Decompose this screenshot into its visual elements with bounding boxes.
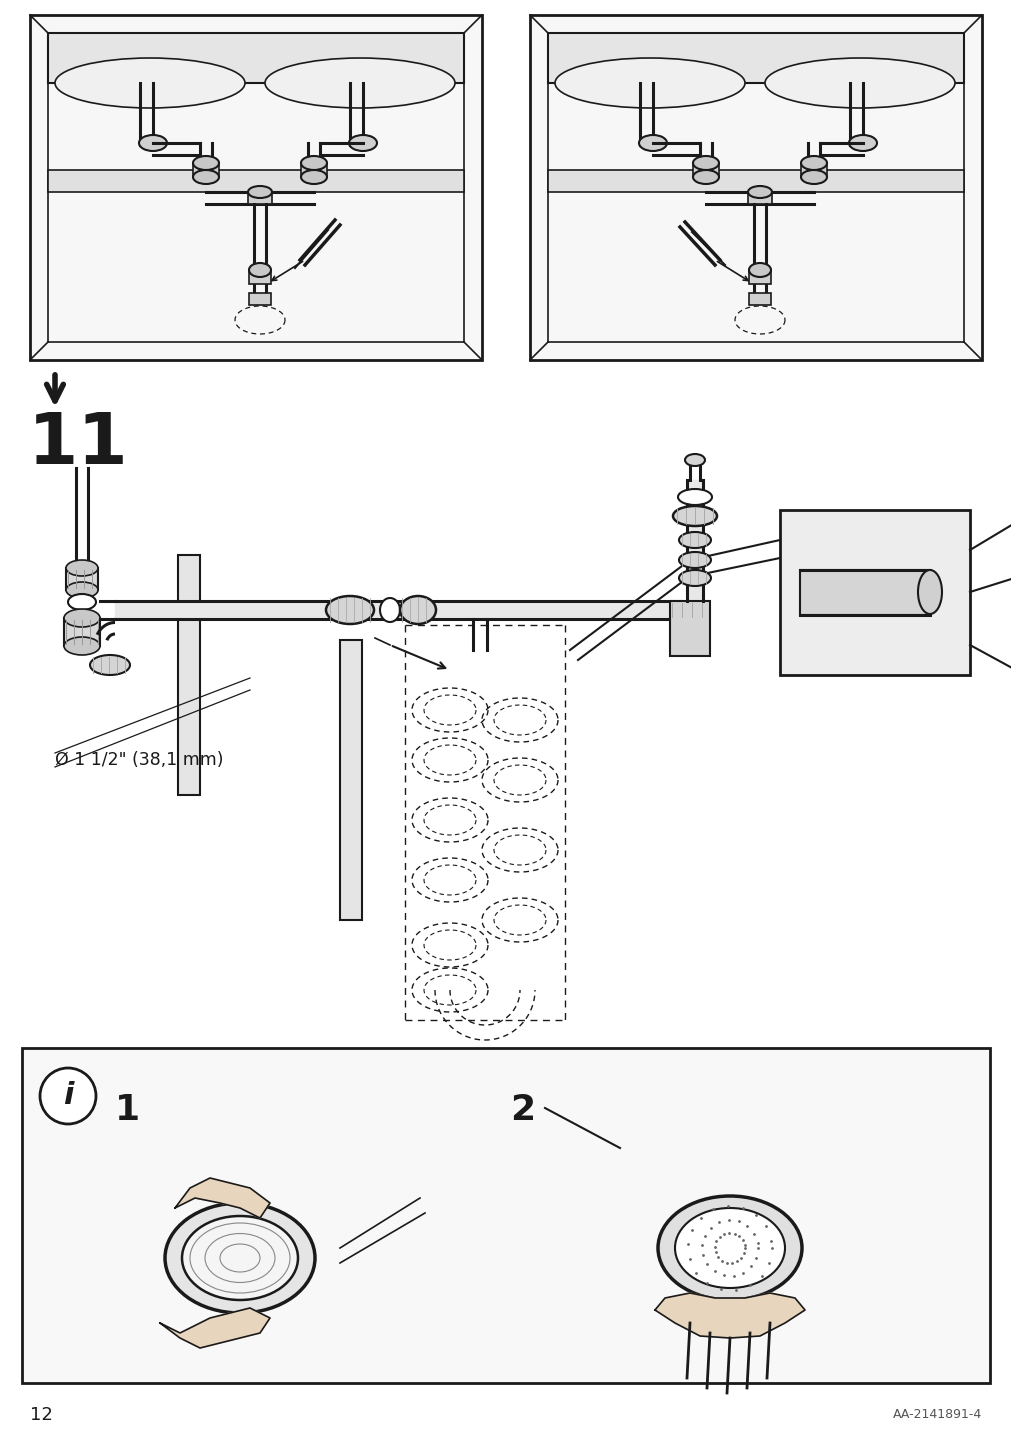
Ellipse shape [674, 1209, 785, 1287]
Bar [530, 14, 981, 359]
Ellipse shape [693, 170, 718, 183]
Bar [300, 163, 327, 178]
Bar [548, 33, 963, 83]
Ellipse shape [678, 570, 711, 586]
Bar [693, 163, 718, 178]
Bar [800, 570, 929, 614]
Ellipse shape [678, 533, 711, 548]
Ellipse shape [747, 186, 771, 198]
Bar [249, 294, 271, 305]
Ellipse shape [300, 156, 327, 170]
Ellipse shape [764, 59, 954, 107]
Polygon shape [160, 1307, 270, 1348]
Ellipse shape [55, 59, 245, 107]
Ellipse shape [379, 599, 399, 621]
Ellipse shape [677, 488, 712, 505]
Ellipse shape [66, 581, 98, 599]
Bar [669, 601, 710, 656]
Bar [22, 1048, 989, 1383]
Ellipse shape [848, 135, 877, 150]
Ellipse shape [684, 454, 705, 465]
Ellipse shape [917, 570, 941, 614]
Bar [248, 192, 272, 203]
Ellipse shape [657, 1196, 801, 1300]
Ellipse shape [672, 505, 716, 526]
Ellipse shape [193, 156, 218, 170]
Ellipse shape [64, 637, 100, 654]
Bar [193, 163, 218, 178]
Circle shape [40, 1068, 96, 1124]
Bar [747, 192, 771, 203]
Text: i: i [63, 1081, 73, 1110]
Bar [48, 170, 463, 192]
Ellipse shape [326, 596, 374, 624]
Bar [30, 14, 481, 359]
Ellipse shape [349, 135, 377, 150]
Bar [249, 271, 271, 284]
Ellipse shape [554, 59, 744, 107]
Bar [748, 271, 770, 284]
Ellipse shape [193, 170, 218, 183]
Bar [66, 569, 98, 590]
Bar [178, 556, 200, 795]
Bar [64, 619, 100, 646]
Text: 1: 1 [115, 1093, 140, 1127]
Ellipse shape [265, 59, 455, 107]
Polygon shape [175, 1179, 270, 1219]
Bar [340, 640, 362, 919]
Ellipse shape [66, 560, 98, 576]
Ellipse shape [90, 654, 129, 674]
Ellipse shape [801, 170, 826, 183]
Ellipse shape [693, 156, 718, 170]
Bar [779, 510, 969, 674]
Bar [48, 33, 463, 83]
Ellipse shape [182, 1216, 297, 1300]
Ellipse shape [300, 170, 327, 183]
Ellipse shape [801, 156, 826, 170]
Ellipse shape [678, 551, 711, 569]
Text: Ø 1 1/2" (38,1 mm): Ø 1 1/2" (38,1 mm) [55, 750, 223, 769]
Text: 2: 2 [510, 1093, 535, 1127]
Text: 12: 12 [30, 1406, 53, 1423]
Bar [748, 294, 770, 305]
Ellipse shape [748, 263, 770, 276]
Bar [801, 163, 826, 178]
Text: AA-2141891-4: AA-2141891-4 [892, 1409, 981, 1422]
Ellipse shape [68, 594, 96, 610]
Ellipse shape [248, 186, 272, 198]
Polygon shape [654, 1293, 804, 1337]
Ellipse shape [638, 135, 666, 150]
Ellipse shape [249, 263, 271, 276]
Bar [548, 170, 963, 192]
Ellipse shape [165, 1203, 314, 1313]
Ellipse shape [139, 135, 167, 150]
Ellipse shape [399, 596, 436, 624]
Text: 11: 11 [28, 410, 128, 478]
Ellipse shape [64, 609, 100, 627]
